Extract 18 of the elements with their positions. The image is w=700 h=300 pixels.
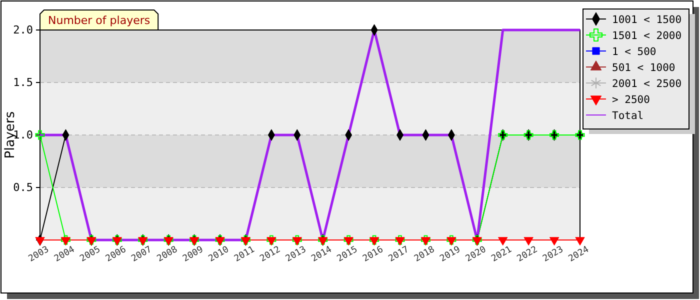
y-tick-label: 1.5 (13, 76, 33, 90)
legend-label: > 2500 (612, 94, 650, 106)
legend-label: 1 < 500 (612, 46, 656, 58)
point (498, 237, 508, 246)
point (549, 237, 560, 246)
point (575, 237, 585, 246)
point (35, 130, 45, 140)
legend-label: 1001 < 1500 (612, 14, 682, 26)
y-tick-label: 2.0 (13, 24, 33, 37)
chart-title: Number of players (48, 14, 150, 27)
legend-label: 1501 < 2000 (612, 30, 682, 42)
legend-label: 501 < 1000 (612, 62, 676, 74)
legend-label: 2001 < 2500 (612, 78, 682, 90)
point (35, 237, 45, 246)
point (524, 237, 534, 246)
legend-label: Total (612, 110, 644, 122)
y-tick-label: 0.5 (13, 181, 33, 194)
y-tick-label: 1.0 (13, 128, 33, 142)
